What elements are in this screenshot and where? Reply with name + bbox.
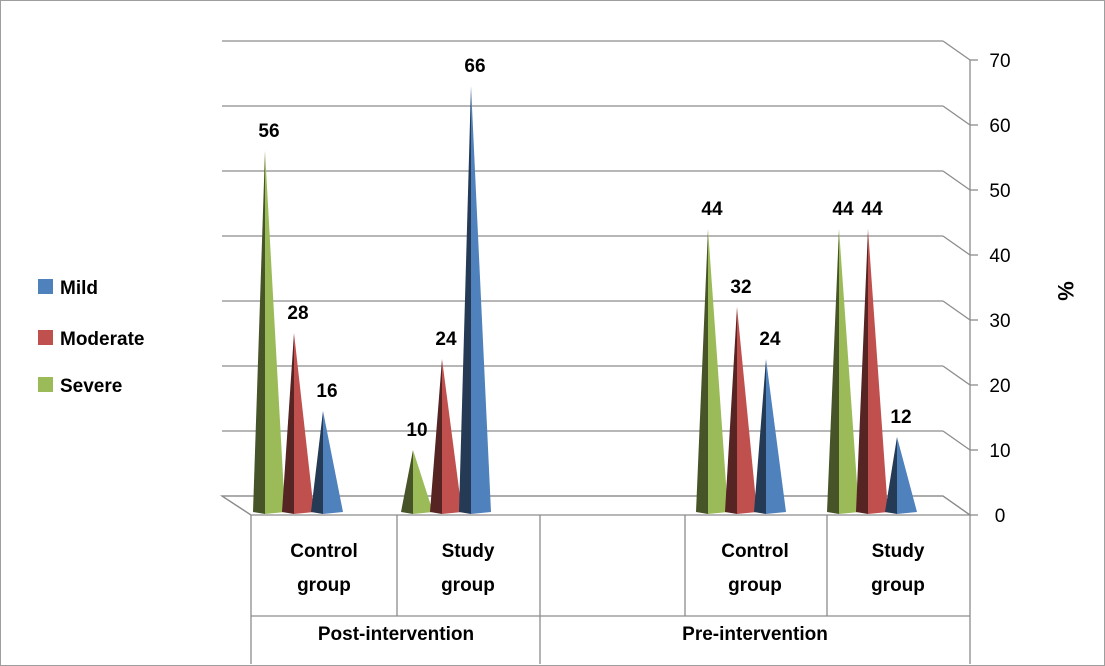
pyramid-bar	[265, 151, 285, 514]
pyramid-bar	[294, 333, 314, 514]
pyramid-bar	[839, 229, 859, 514]
legend-swatch	[38, 377, 53, 392]
group-label: Post-intervention	[318, 624, 474, 645]
pyramid-bar	[413, 450, 433, 514]
pyramid-bar	[868, 229, 888, 514]
category-label: group	[441, 575, 495, 596]
legend-label: Severe	[60, 376, 122, 397]
gridline-diagonal	[942, 365, 971, 386]
data-label: 12	[890, 407, 911, 428]
data-label: 32	[730, 277, 751, 298]
y-axis-label: %	[1053, 281, 1078, 301]
pyramid-bar	[766, 359, 786, 514]
data-label: 66	[464, 56, 485, 77]
gridline-diagonal	[942, 40, 971, 61]
data-label: 24	[435, 329, 457, 350]
y-tick-label: 20	[989, 376, 1010, 397]
data-label: 44	[701, 199, 723, 220]
data-label: 44	[832, 199, 854, 220]
data-label: 16	[316, 381, 337, 402]
group-label: Pre-intervention	[682, 624, 828, 645]
floor-edge	[221, 495, 252, 516]
pyramid-bar	[897, 437, 917, 514]
y-tick-label: 60	[989, 116, 1010, 137]
legend-swatch	[38, 330, 53, 345]
legend-swatch	[38, 279, 53, 294]
gridline-diagonal	[942, 235, 971, 256]
category-label: Study	[442, 541, 495, 562]
pyramid-dark-face	[311, 411, 323, 514]
pyramid-dark-face	[885, 437, 897, 514]
pyramid-dark-face	[754, 359, 766, 514]
pyramid-dark-face	[827, 229, 839, 514]
pyramid-bar	[442, 359, 462, 514]
y-tick-label: 10	[989, 441, 1010, 462]
data-label: 44	[861, 199, 883, 220]
y-tick-label: 0	[995, 506, 1006, 527]
pyramid-bar	[737, 307, 757, 514]
legend-label: Moderate	[60, 329, 144, 350]
category-label: group	[728, 575, 782, 596]
pyramid-dark-face	[401, 450, 413, 514]
category-label: Control	[290, 541, 358, 562]
y-tick-label: 50	[989, 181, 1010, 202]
data-label: 10	[406, 420, 427, 441]
y-tick-label: 30	[989, 311, 1010, 332]
pyramid-bar	[323, 411, 343, 514]
category-label: Control	[721, 541, 789, 562]
category-label: group	[297, 575, 351, 596]
gridline-diagonal	[942, 170, 971, 191]
y-tick-label: 40	[989, 246, 1010, 267]
category-label: Study	[872, 541, 925, 562]
category-label: group	[871, 575, 925, 596]
data-label: 56	[258, 121, 279, 142]
pyramid-dark-face	[430, 359, 442, 514]
gridline-diagonal	[942, 300, 971, 321]
gridline-diagonal	[942, 105, 971, 126]
pyramid-bar	[708, 229, 728, 514]
gridline-diagonal	[942, 430, 971, 451]
pyramid-dark-face	[253, 151, 265, 514]
legend-label: Mild	[60, 278, 98, 299]
pyramid-dark-face	[856, 229, 868, 514]
y-tick-label: 70	[989, 51, 1010, 72]
data-label: 28	[287, 303, 308, 324]
pyramid-dark-face	[282, 333, 294, 514]
pyramid-dark-face	[459, 86, 471, 514]
pyramid-bar	[471, 86, 491, 514]
pyramid-dark-face	[725, 307, 737, 514]
pyramid-dark-face	[696, 229, 708, 514]
data-label: 24	[759, 329, 781, 350]
